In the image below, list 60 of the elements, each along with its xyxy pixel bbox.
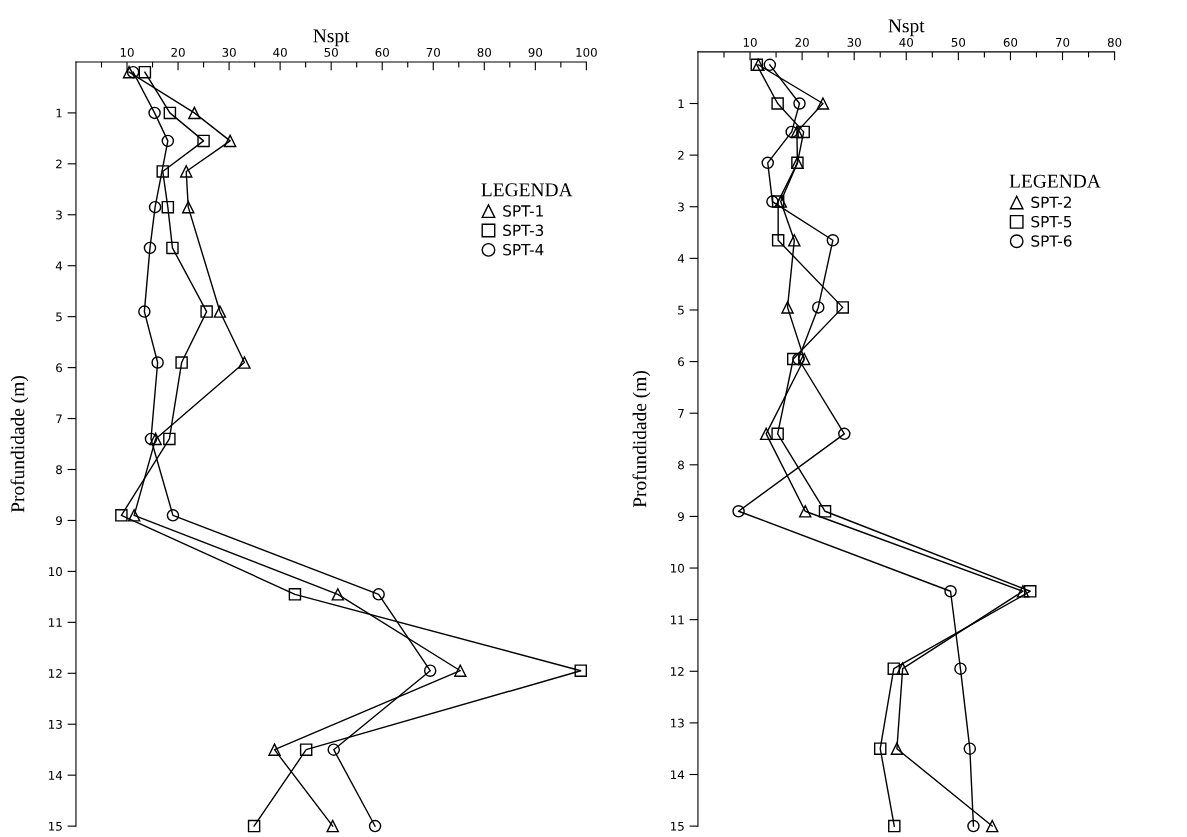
x-tick-label: 70 bbox=[426, 47, 440, 57]
y-tick-label: 14 bbox=[671, 770, 685, 779]
y-tick-label: 15 bbox=[49, 822, 62, 831]
y-tick-label: 6 bbox=[678, 357, 685, 367]
legend-label: SPT-4 bbox=[503, 243, 544, 256]
y-tick-label: 12 bbox=[671, 667, 684, 676]
y-tick-label: 9 bbox=[677, 512, 684, 522]
y-tick-label: 2 bbox=[678, 150, 684, 160]
x-tick-label: 80 bbox=[477, 47, 492, 57]
y-tick-label: 10 bbox=[49, 567, 62, 577]
y-tick-label: 8 bbox=[678, 460, 684, 470]
legend-title: LEGENDA bbox=[481, 183, 573, 197]
y-tick-label: 2 bbox=[56, 159, 62, 169]
x-tick-label: 100 bbox=[576, 47, 597, 57]
y-tick-label: 5 bbox=[678, 305, 684, 315]
legend-label: SPT-1 bbox=[503, 205, 543, 217]
y-tick-label: 1 bbox=[678, 99, 684, 108]
x-tick-label: 20 bbox=[171, 47, 185, 57]
y-tick-label: 13 bbox=[671, 718, 684, 728]
x-tick-label: 60 bbox=[375, 47, 389, 57]
y-tick-label: 4 bbox=[677, 254, 685, 263]
x-tick-label: 50 bbox=[951, 37, 966, 47]
y-tick-label: 15 bbox=[671, 822, 684, 831]
legend-label: SPT-3 bbox=[503, 224, 544, 237]
x-tick-label: 10 bbox=[120, 47, 134, 57]
legend-label: SPT-5 bbox=[1031, 215, 1072, 228]
legend-title: LEGENDA bbox=[1009, 174, 1101, 188]
x-tick-label: 40 bbox=[899, 37, 913, 47]
x-axis-title: Nspt bbox=[313, 29, 350, 47]
y-tick-label: 8 bbox=[56, 465, 62, 475]
y-tick-label: 6 bbox=[56, 363, 63, 373]
y-axis-title: Profundidade (m) bbox=[10, 376, 29, 513]
y-tick-label: 9 bbox=[56, 516, 62, 526]
y-tick-label: 11 bbox=[49, 618, 62, 627]
x-tick-label: 30 bbox=[222, 47, 236, 57]
x-tick-label: 40 bbox=[273, 47, 287, 57]
x-tick-label: 80 bbox=[1107, 37, 1122, 47]
legend-label: SPT-6 bbox=[1031, 235, 1072, 247]
x-tick-label: 70 bbox=[1055, 37, 1070, 47]
y-tick-label: 14 bbox=[49, 771, 63, 780]
x-tick-label: 50 bbox=[324, 47, 338, 57]
x-tick-label: 90 bbox=[528, 47, 543, 57]
x-tick-label: 20 bbox=[795, 37, 809, 47]
x-tick-label: 10 bbox=[743, 37, 757, 47]
y-tick-label: 4 bbox=[55, 261, 63, 271]
y-tick-label: 5 bbox=[56, 312, 62, 322]
y-tick-label: 13 bbox=[49, 719, 62, 729]
legend-label: SPT-2 bbox=[1031, 196, 1071, 209]
y-tick-label: 7 bbox=[56, 414, 62, 424]
y-tick-label: 10 bbox=[671, 563, 684, 573]
y-tick-label: 3 bbox=[678, 202, 684, 212]
y-tick-label: 3 bbox=[56, 210, 62, 220]
y-tick-label: 7 bbox=[678, 409, 684, 418]
y-tick-label: 11 bbox=[671, 615, 684, 625]
x-axis-title: Nspt bbox=[888, 19, 925, 37]
y-axis-title: Profundidade (m) bbox=[632, 371, 651, 508]
y-tick-label: 1 bbox=[56, 108, 62, 118]
x-tick-label: 30 bbox=[847, 37, 861, 47]
x-tick-label: 60 bbox=[1003, 37, 1018, 47]
y-tick-label: 12 bbox=[49, 669, 62, 678]
